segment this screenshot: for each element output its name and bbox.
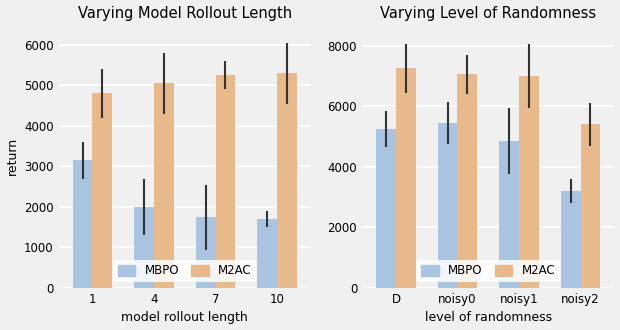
Legend: MBPO, M2AC: MBPO, M2AC: [113, 260, 257, 282]
Bar: [580, 124, 600, 288]
Title: Varying Level of Randomness: Varying Level of Randomness: [380, 6, 596, 20]
Bar: [499, 141, 519, 288]
Bar: [73, 160, 92, 288]
Bar: [135, 207, 154, 288]
Bar: [92, 93, 112, 288]
Bar: [519, 76, 539, 288]
Bar: [376, 129, 396, 288]
Bar: [277, 73, 297, 288]
Legend: MBPO, M2AC: MBPO, M2AC: [417, 260, 560, 282]
X-axis label: model rollout length: model rollout length: [122, 312, 248, 324]
Bar: [216, 75, 235, 288]
Title: Varying Model Rollout Length: Varying Model Rollout Length: [78, 6, 292, 20]
Bar: [561, 191, 580, 288]
Bar: [396, 68, 415, 288]
X-axis label: level of randomness: level of randomness: [425, 312, 552, 324]
Y-axis label: return: return: [6, 137, 19, 175]
Bar: [196, 217, 216, 288]
Bar: [154, 83, 174, 288]
Bar: [458, 75, 477, 288]
Bar: [257, 219, 277, 288]
Bar: [438, 123, 458, 288]
